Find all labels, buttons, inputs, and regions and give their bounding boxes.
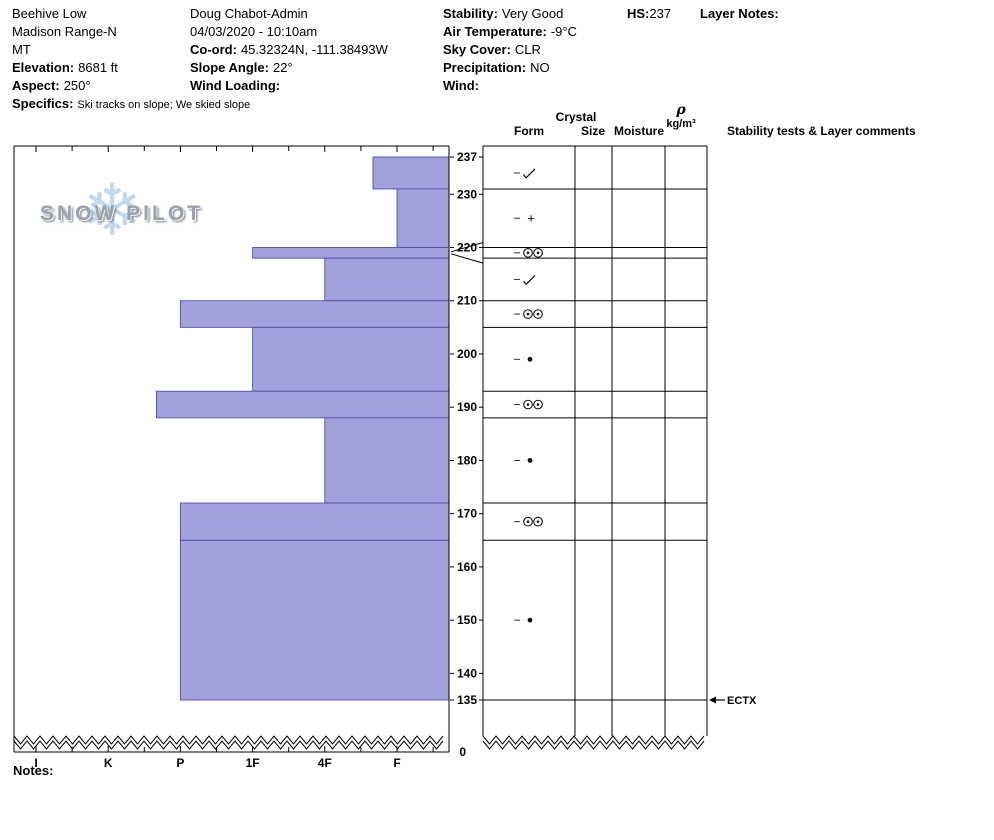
layer-bar [252,326,450,392]
svg-text:+: + [527,211,535,226]
hs-value: 237 [649,6,672,21]
layer-bar [179,300,450,328]
density-units-header: kg/m³ [666,118,696,130]
notes-label: Notes: [13,763,54,778]
specifics-line: Specifics: Ski tracks on slope; We skied … [12,95,250,114]
svg-text:200: 200 [457,347,477,361]
layer-bar [324,257,450,302]
site-range: Madison Range-N [12,24,117,39]
observer-info-block: Doug Chabot-Admin 04/03/2020 - 10:10am C… [190,5,388,95]
specifics-value: Ski tracks on slope; We skied slope [77,99,251,111]
layer-bar [372,156,450,190]
coord-label: Co-ord: [190,42,237,57]
layer-bar [324,417,450,504]
moisture-column-header: Moisture [613,124,664,138]
layer-notes-label: Layer Notes: [700,6,779,21]
svg-text:150: 150 [457,613,477,627]
layer-bar [396,188,450,248]
stability-label: Stability: [443,6,498,21]
aspect-line: Aspect: 250° [12,77,250,95]
svg-text:F: F [393,756,400,770]
svg-text:0: 0 [459,745,466,759]
hs-label: HS: [627,6,650,21]
stability-line: Stability: Very Good [443,5,577,23]
svg-text:160: 160 [457,560,477,574]
svg-text:140: 140 [457,666,477,680]
elevation-line: Elevation: 8681 ft [12,59,250,77]
hs-line: HS:237 [627,5,671,23]
stability-tests: ECTX [709,695,757,707]
svg-text:190: 190 [457,400,477,414]
form-column-header: Form [514,124,544,138]
site-info-block: Beehive Low Madison Range-N MT Elevation… [12,5,250,114]
svg-text:I: I [34,756,37,770]
sky-cover-label: Sky Cover: [443,42,511,57]
density-symbol-header: ρ [676,102,686,118]
svg-text:237: 237 [457,150,477,164]
chart-frame [13,145,450,753]
svg-text:P: P [176,756,184,770]
profile-grid [482,145,708,736]
air-temp-line: Air Temperature: -9°C [443,23,577,41]
aspect-value: 250° [63,78,91,93]
left-arrow-icon [709,696,716,704]
air-temp-label: Air Temperature: [443,24,547,39]
wind-loading-label: Wind Loading: [190,78,281,93]
sky-cover-value: CLR [514,42,541,57]
snowflake-icon: ❄ [82,171,143,251]
precipitation-value: NO [530,60,550,75]
stability-tests-column-header: Stability tests & Layer comments [727,124,916,138]
layer-bar [179,502,450,541]
coord-line: Co-ord: 45.32324N, -111.38493W [190,41,388,59]
observer-name: Doug Chabot-Admin [190,6,308,21]
depth-axis: 2372302202102001901801701601501401350 [450,150,484,759]
coord-value: 45.32324N, -111.38493W [240,42,388,57]
layer-bar [179,539,450,701]
specifics-label: Specifics: [12,96,74,111]
logo-text: SNOW PILOT [40,202,203,225]
air-temp-value: -9°C [550,24,577,39]
svg-text:180: 180 [457,453,477,467]
crystal-column-header: Crystal [555,110,597,124]
sky-cover-line: Sky Cover: CLR [443,41,577,59]
svg-text:230: 230 [457,187,477,201]
svg-text:1F: 1F [246,756,260,770]
svg-text:210: 210 [457,294,477,308]
snowpilot-logo: ❄ SNOW PILOT [40,175,215,255]
slope-angle-line: Slope Angle: 22° [190,59,388,77]
svg-text:135: 135 [457,693,477,707]
svg-text:4F: 4F [318,756,332,770]
layer-bars [155,156,450,701]
site-state: MT [12,42,31,57]
layer-bar [252,247,450,259]
size-column-header: Size [580,124,605,138]
wind-label: Wind: [443,78,479,93]
aspect-label: Aspect: [12,78,60,93]
ground-break-zigzag [13,735,705,750]
svg-text:ECTX: ECTX [727,695,757,707]
hardness-axis: I K P 1F 4F F [34,146,434,770]
observation-datetime: 04/03/2020 - 10:10am [190,24,318,39]
wind-loading-line: Wind Loading: [190,77,388,95]
slope-angle-label: Slope Angle: [190,60,269,75]
svg-text:K: K [104,756,113,770]
wind-line: Wind: [443,77,577,95]
crystal-form-symbols: + [514,168,543,623]
layer-bar [155,390,450,419]
svg-text:170: 170 [457,507,477,521]
precipitation-label: Precipitation: [443,60,527,75]
slope-angle-value: 22° [272,60,293,75]
conditions-info-block: Stability: Very Good Air Temperature: -9°C… [443,5,577,95]
stability-value: Very Good [501,6,564,21]
elevation-label: Elevation: [12,60,75,75]
site-name: Beehive Low [12,6,87,21]
precipitation-line: Precipitation: NO [443,59,577,77]
elevation-value: 8681 ft [78,60,118,75]
